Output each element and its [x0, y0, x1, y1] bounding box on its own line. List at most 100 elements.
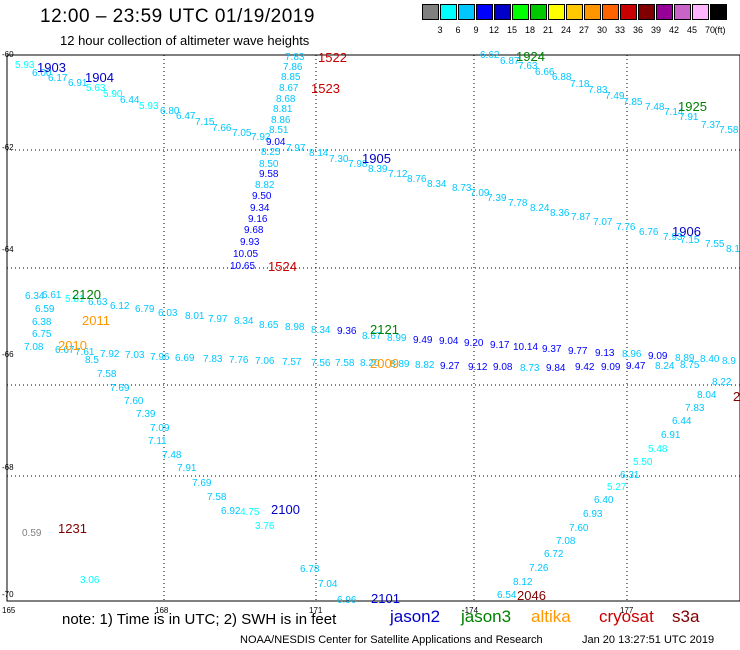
- wave-height-value: 8.82: [255, 180, 275, 191]
- legend-swatch: [422, 4, 439, 20]
- wave-height-value: 6.38: [32, 317, 52, 328]
- wave-height-value: 8.76: [407, 174, 427, 185]
- wave-height-value: 5.90: [103, 89, 123, 100]
- pass-time-label: 1906: [672, 224, 701, 239]
- wave-height-value: 9.84: [546, 363, 566, 374]
- wave-height-value: 6.31: [620, 470, 640, 481]
- wave-height-value: 8.65: [259, 320, 279, 331]
- wave-height-value: 8.67: [279, 83, 299, 94]
- wave-height-value: 6.47: [176, 111, 196, 122]
- pass-time-label: 2009: [370, 356, 399, 371]
- wave-height-value: 6.67: [55, 345, 75, 356]
- legend-tick-label: 70: [704, 25, 716, 35]
- pass-time-label: 1523: [311, 81, 340, 96]
- wave-height-value: 10.05: [233, 249, 258, 260]
- wave-height-value: 7.07: [593, 217, 613, 228]
- wave-height-value: 6.80: [160, 106, 180, 117]
- wave-height-value: 9.49: [413, 335, 433, 346]
- wave-height-value: 7.63: [518, 61, 538, 72]
- wave-height-value: 8.24: [655, 361, 675, 372]
- wave-height-value: 6.91: [68, 78, 88, 89]
- pass-time-label: 2011: [82, 313, 110, 328]
- wave-height-value: 8.82: [415, 360, 435, 371]
- wave-height-value: 9.17: [490, 340, 510, 351]
- wave-height-value: 5.48: [648, 444, 668, 455]
- wave-height-value: 7.98: [348, 159, 368, 170]
- wave-height-value: 8.51: [269, 125, 289, 136]
- wave-height-value: 6.75: [32, 329, 52, 340]
- legend-tick-label: 15: [506, 25, 518, 35]
- wave-height-value: 9.13: [595, 348, 615, 359]
- legend-tick-label: 21: [542, 25, 554, 35]
- wave-height-value: 8.40: [700, 354, 720, 365]
- wave-height-value: 7.83: [588, 85, 608, 96]
- wave-height-value: 7.12: [388, 169, 408, 180]
- wave-height-value: 6.54: [497, 590, 517, 601]
- longitude-label: 168: [155, 606, 169, 615]
- longitude-label: -174: [462, 606, 479, 615]
- wave-height-value: 4.75: [240, 507, 260, 518]
- wave-height-value: 7.91: [177, 463, 197, 474]
- wave-height-value: 6.92: [221, 506, 241, 517]
- wave-height-value: 9.68: [244, 225, 264, 236]
- map-axis-labels: -60 -62 -64 -66 -68 -70 165 168 171 -174 177: [2, 50, 634, 615]
- latitude-label: -70: [2, 590, 14, 599]
- legend-swatch: [494, 4, 511, 20]
- wave-height-value: 8.34: [311, 325, 331, 336]
- wave-height-value: 7.39: [487, 193, 507, 204]
- wave-height-value: 8.24: [530, 203, 550, 214]
- wave-height-value: 8.67: [362, 331, 382, 342]
- wave-height-value: 9.34: [250, 203, 270, 214]
- legend-swatch: [656, 4, 673, 20]
- wave-height-value: 7.93: [663, 232, 683, 243]
- wave-height-value: 7.83: [685, 403, 705, 414]
- page-subtitle: 12 hour collection of altimeter wave hei…: [60, 33, 310, 48]
- wave-height-value: 6.76: [639, 227, 659, 238]
- wave-height-value: 8.12: [513, 577, 533, 588]
- pass-time-label: 1524: [268, 259, 297, 274]
- wave-height-value: 7.76: [616, 222, 636, 233]
- wave-height-value: 7.78: [508, 198, 528, 209]
- wave-height-value: 0.59: [22, 528, 42, 539]
- satellite-label-jason3: jason3: [461, 607, 512, 626]
- wave-height-value: 9.93: [240, 237, 260, 248]
- wave-height-value: 9.09: [601, 362, 621, 373]
- wave-height-value: 7.91: [679, 112, 699, 123]
- wave-height-value: 8.73: [520, 363, 540, 374]
- wave-height-value: 8.89: [390, 359, 410, 370]
- wave-height-value: 7.30: [329, 154, 349, 165]
- wave-height-value: 9.08: [493, 362, 513, 373]
- wave-height-value: 9.16: [248, 214, 268, 225]
- wave-height-value: 6.96: [337, 595, 357, 606]
- wave-height-value: 7.92: [251, 132, 271, 143]
- pass-time-label: 1924: [516, 49, 545, 64]
- wave-height-value: 7.97: [286, 143, 306, 154]
- legend-swatch: [638, 4, 655, 20]
- wave-height-value: 5.81: [65, 294, 85, 305]
- wave-height-value: 7.55: [705, 239, 725, 250]
- pass-time-label: 2101: [371, 591, 400, 606]
- legend-tick-label: 36: [632, 25, 644, 35]
- wave-height-value: 7.14: [664, 107, 684, 118]
- wave-height-value: 9.47: [626, 361, 646, 372]
- pass-time-label: 2100: [271, 502, 300, 517]
- wave-height-value: 6.72: [544, 549, 564, 560]
- wave-height-value: 6.63: [88, 297, 108, 308]
- wave-height-value: 6.34: [25, 291, 45, 302]
- legend-swatch: [620, 4, 637, 20]
- wave-height-value: 7.18: [570, 79, 590, 90]
- wave-height-value: 8.98: [285, 322, 305, 333]
- legend-swatch: [602, 4, 619, 20]
- pass-time-label: 2121: [370, 322, 399, 337]
- latitude-label: -66: [2, 350, 14, 359]
- wave-height-value: 7.08: [24, 342, 44, 353]
- wave-height-value: 6.17: [48, 73, 68, 84]
- wave-height-value: 7.09: [470, 188, 490, 199]
- wave-height-value: 6.78: [300, 564, 320, 575]
- wave-height-value: 3.06: [80, 575, 100, 586]
- legend-swatch: [476, 4, 493, 20]
- pass-time-label: 2120: [72, 287, 101, 302]
- wave-height-value: 7.37: [701, 120, 721, 131]
- wave-height-value: 6.88: [552, 72, 572, 83]
